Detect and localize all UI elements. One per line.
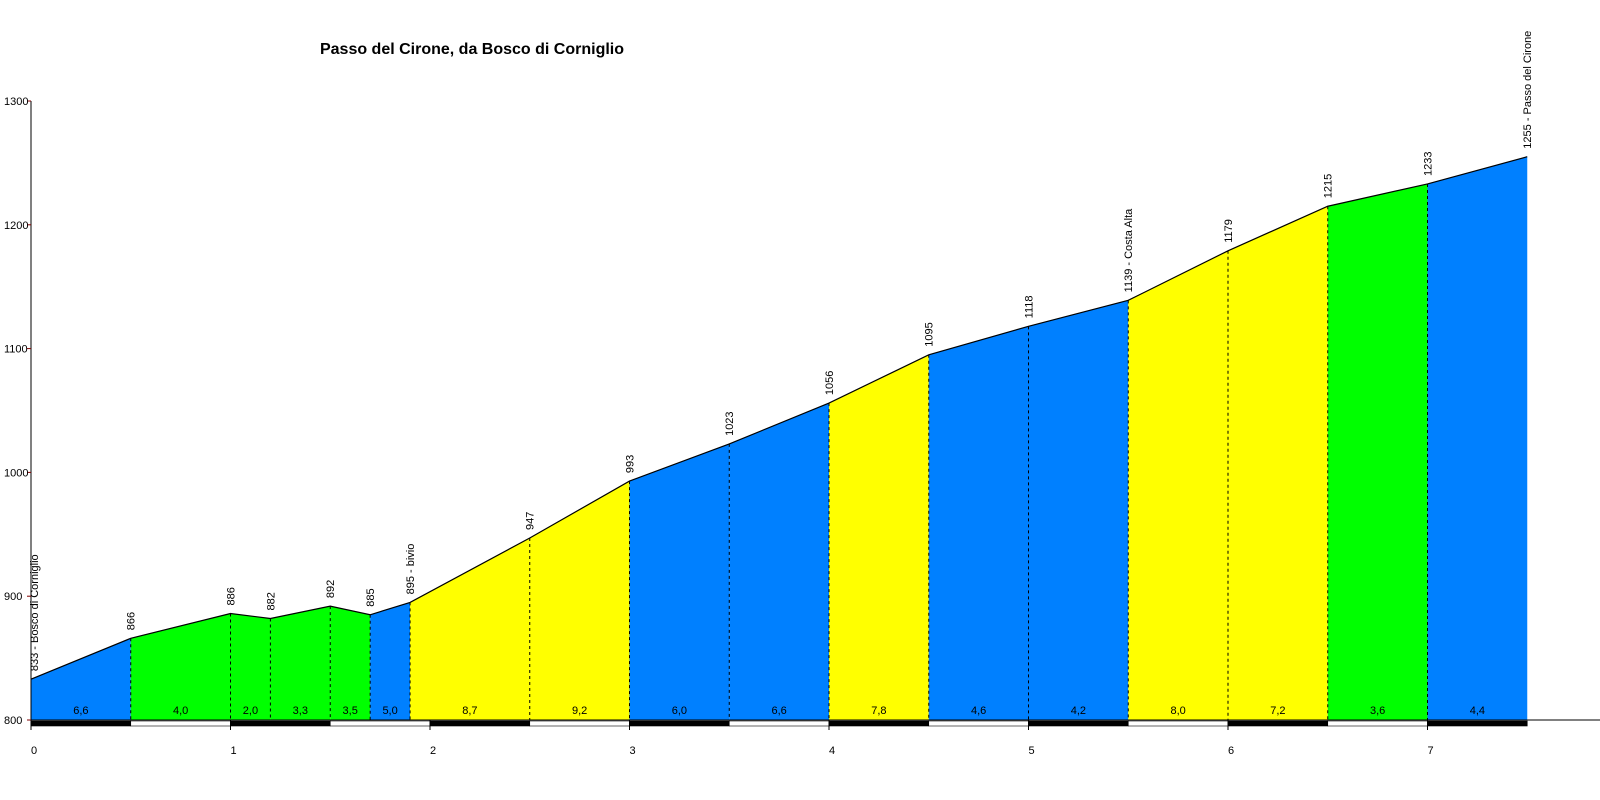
x-tick-label: 2 <box>430 745 436 757</box>
profile-segment <box>410 538 530 720</box>
km-band <box>230 720 331 727</box>
km-band <box>629 720 730 727</box>
profile-segment <box>31 638 131 720</box>
km-band <box>1028 720 1129 727</box>
km-band <box>329 720 431 727</box>
elevation-label: 885 <box>365 588 377 606</box>
x-tick-label: 1 <box>230 745 236 757</box>
elevation-label: 1179 <box>1223 219 1235 243</box>
profile-segment <box>270 606 331 720</box>
profile-outline <box>30 156 1528 680</box>
y-tick-label: 1200 <box>4 220 28 232</box>
elevation-label: 886 <box>226 587 238 605</box>
grade-label: 4,2 <box>1071 705 1086 717</box>
km-band <box>1127 720 1229 727</box>
grade-label: 6,6 <box>73 705 88 717</box>
grade-label: 6,6 <box>771 705 786 717</box>
elevation-label: 1215 <box>1323 174 1335 198</box>
profile-segment <box>330 606 371 720</box>
km-band <box>928 720 1029 727</box>
elevation-label: 1023 <box>724 411 736 435</box>
elevation-label: 1139 - Costa Alta <box>1123 208 1135 292</box>
profile-segment <box>529 481 630 720</box>
profile-segment <box>370 602 411 720</box>
profile-segment <box>729 403 829 720</box>
grade-label: 5,0 <box>382 705 397 717</box>
chart-axes: 800 900 1000 1100 1200 1300 0 1 2 3 4 5 6 7 <box>4 96 1600 757</box>
grade-label: 3,3 <box>293 705 308 717</box>
profile-segment <box>1228 206 1328 721</box>
x-tick-label: 3 <box>629 745 635 757</box>
km-band <box>1227 720 1329 727</box>
grade-label: 9,2 <box>572 705 587 717</box>
x-tick-label: 6 <box>1228 745 1234 757</box>
km-band <box>1327 720 1428 727</box>
elevation-label: 947 <box>525 512 537 530</box>
profile-segment <box>1128 250 1228 720</box>
km-band <box>429 720 531 727</box>
elevation-label: 1095 <box>924 322 936 346</box>
profile-segment <box>928 326 1029 720</box>
grade-label: 8,7 <box>462 705 477 717</box>
profile-segment <box>829 354 929 720</box>
km-band <box>828 720 930 727</box>
elevation-label: 1255 - Passo del Cirone <box>1522 31 1534 149</box>
profile-segment <box>130 613 231 720</box>
profile-segment <box>1427 156 1528 720</box>
x-tick-label: 5 <box>1028 745 1034 757</box>
grade-label: 8,0 <box>1170 705 1185 717</box>
elevation-label: 993 <box>625 455 637 473</box>
grade-label: 7,8 <box>871 705 886 717</box>
elevation-label: 1118 <box>1024 295 1036 318</box>
y-tick-label: 1100 <box>4 344 28 356</box>
grade-labels: 6,6 4,0 2,0 3,3 3,5 5,0 8,7 9,2 6,0 6,6 7,8 4,6 4,2 8… <box>73 705 1485 717</box>
y-tick-label: 900 <box>4 591 22 603</box>
elevation-label: 1056 <box>824 371 836 395</box>
y-tick-label: 800 <box>4 715 22 727</box>
profile-segments <box>31 156 1528 721</box>
grade-label: 4,6 <box>971 705 986 717</box>
km-band <box>30 720 132 727</box>
km-band <box>130 720 231 727</box>
elevation-label: 1233 <box>1423 151 1435 175</box>
x-tick-label: 0 <box>31 745 37 757</box>
chart-title: Passo del Cirone, da Bosco di Corniglio <box>320 41 624 58</box>
elevation-labels: 833 - Bosco di Corniglio 866 886 882 892 885 8… <box>29 31 1534 671</box>
profile-segment <box>230 613 271 720</box>
elevation-label: 833 - Bosco di Corniglio <box>29 554 41 671</box>
segment-dividers <box>130 183 1428 720</box>
grade-label: 4,0 <box>173 705 188 717</box>
grade-label: 3,5 <box>343 705 358 717</box>
profile-line <box>30 156 1528 680</box>
x-tick-label: 7 <box>1427 745 1433 757</box>
km-band <box>728 720 830 727</box>
elevation-label: 882 <box>265 592 277 610</box>
profile-segment <box>629 443 730 720</box>
grade-label: 2,0 <box>243 705 258 717</box>
y-tick-label: 1300 <box>4 96 28 108</box>
km-band <box>1427 720 1528 727</box>
grade-label: 6,0 <box>672 705 687 717</box>
profile-segment <box>1327 183 1428 721</box>
grade-label: 3,6 <box>1370 705 1385 717</box>
x-tick-label: 4 <box>829 745 835 757</box>
elevation-label: 892 <box>325 580 337 598</box>
profile-segment <box>1028 300 1129 720</box>
km-band <box>529 720 630 727</box>
grade-label: 4,4 <box>1470 705 1485 717</box>
y-tick-label: 1000 <box>4 467 28 479</box>
grade-label: 7,2 <box>1270 705 1285 717</box>
elevation-label: 866 <box>126 612 138 630</box>
elevation-label: 895 - bivio <box>405 544 417 595</box>
